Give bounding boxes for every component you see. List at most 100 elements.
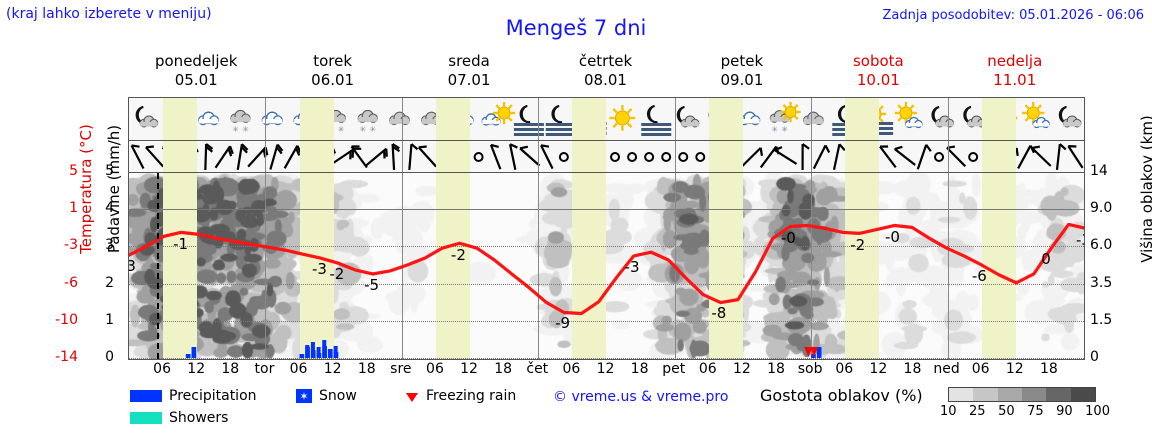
legend-freezing-rain-label: Freezing rain [426, 388, 517, 404]
snow-bar [305, 345, 310, 358]
colorbar-step [997, 388, 1022, 401]
day-date: 05.01 [174, 71, 218, 89]
legend-snow: ✶ Snow [296, 388, 357, 404]
cloud-sun-icon [481, 101, 516, 126]
cloud-snow-icon: ✳✳ [357, 109, 378, 134]
day-name: sobota [852, 52, 904, 70]
night-band [572, 141, 607, 172]
wind-barb [773, 146, 798, 165]
v-gridline [811, 173, 813, 359]
day-name: nedelja [987, 52, 1043, 70]
day-separator [947, 141, 949, 172]
day-date: 09.01 [720, 71, 764, 89]
day-name: sreda [448, 52, 490, 70]
night-band [708, 141, 743, 172]
legend-precipitation: Precipitation [130, 388, 257, 404]
legend-freezing-rain: Freezing rain [405, 388, 516, 404]
precipitation-tick: 4 [105, 200, 114, 217]
day-header-četrtek: četrtek 08.01 [537, 52, 673, 92]
last-update-label: Zadnja posodobitev: 05.01.2026 - 06:06 [882, 8, 1144, 23]
snow-bar [327, 349, 332, 358]
time-tick: ned [933, 361, 960, 377]
time-tick: 12 [869, 361, 888, 377]
wind-barb [695, 152, 706, 162]
night-band [981, 141, 1016, 172]
cloud-snow-icon: ✳✳ [230, 109, 251, 134]
sun-cloud-icon [894, 101, 923, 129]
wind-barb [661, 152, 672, 162]
time-tick: pet [662, 361, 686, 377]
day-header-petek: petek 09.01 [674, 52, 810, 92]
time-tick: 12 [323, 361, 342, 377]
day-header-sobota: sobota 10.01 [810, 52, 946, 92]
cloud-height-tick: 14 [1090, 163, 1108, 179]
h-gridline [129, 246, 1084, 248]
wind-barb [916, 144, 932, 170]
v-gridline [538, 173, 540, 359]
colorbar-label: 10 [940, 404, 957, 419]
legend-precipitation-label: Precipitation [169, 388, 257, 404]
wind-barb [417, 145, 437, 168]
cloud-density-colorbar [948, 387, 1096, 402]
precipitation-swatch [130, 390, 162, 402]
day-separator [674, 98, 676, 140]
time-tick: 12 [596, 361, 615, 377]
wind-barb [247, 146, 269, 168]
cloud-rain-icon [261, 111, 283, 126]
temperature-point-label: 0 [1041, 250, 1051, 269]
svg-text:✳: ✳ [242, 125, 249, 134]
colorbar-label: 75 [1027, 404, 1044, 419]
time-tick: čet [526, 361, 549, 377]
location-menu-note[interactable]: (kraj lahko izberete v meniju) [6, 6, 212, 22]
precipitation-tick: 1 [105, 311, 114, 328]
night-band [708, 173, 743, 359]
colorbar-label: 25 [969, 404, 986, 419]
temperature-tick: -14 [55, 349, 78, 365]
cloud-height-tick: 6.0 [1090, 237, 1113, 254]
colorbar-step [973, 388, 998, 401]
day-separator [538, 98, 540, 140]
temperature-point-label: -2 [850, 235, 866, 254]
day-separator [811, 141, 813, 172]
current-time-marker [157, 173, 160, 359]
day-header-ponedeljek: ponedeljek 05.01 [128, 52, 264, 92]
time-tick: tor [254, 361, 275, 377]
snow-swatch: ✶ [296, 389, 312, 403]
temperature-line [129, 222, 1084, 316]
time-tick: 18 [357, 361, 376, 377]
temperature-tick: 1 [69, 200, 78, 217]
cloud-density-legend-title: Gostota oblakov (%) [760, 386, 923, 405]
day-separator [401, 98, 403, 140]
wind-barb [130, 144, 145, 170]
time-tick: 18 [221, 361, 240, 377]
wind-barb [540, 144, 554, 170]
colorbar-step [1070, 388, 1095, 401]
night-band [299, 141, 334, 172]
wind-barb [350, 145, 368, 169]
wind-barb [1067, 145, 1084, 169]
colorbar-label: 100 [1085, 404, 1110, 419]
temperature-point-label: -3 [1076, 230, 1084, 249]
precipitation-tick: 5 [105, 163, 114, 179]
snow-bar [322, 340, 327, 358]
wind-barb [391, 143, 401, 171]
time-tick: 18 [1039, 361, 1058, 377]
wind-barb [741, 147, 763, 167]
freezing-rain-swatch [405, 390, 419, 402]
day-header-sreda: sreda 07.01 [401, 52, 537, 92]
day-separator [538, 141, 540, 172]
moon-cloud-icon [931, 106, 955, 128]
wind-barb [946, 145, 967, 167]
copyright-link[interactable]: © vreme.us & vreme.pro [553, 389, 729, 405]
wind-barb [204, 143, 214, 171]
svg-text:✳: ✳ [232, 125, 239, 134]
wind-barb [934, 152, 945, 162]
snow-bar [816, 347, 822, 358]
colorbar-step [949, 388, 974, 401]
time-tick: sre [390, 361, 412, 377]
v-gridline [947, 173, 949, 359]
cloud-rain-icon [739, 111, 761, 126]
temperature-point-label: -8 [711, 304, 727, 323]
wind-barb [365, 147, 388, 167]
showers-swatch [130, 412, 162, 424]
